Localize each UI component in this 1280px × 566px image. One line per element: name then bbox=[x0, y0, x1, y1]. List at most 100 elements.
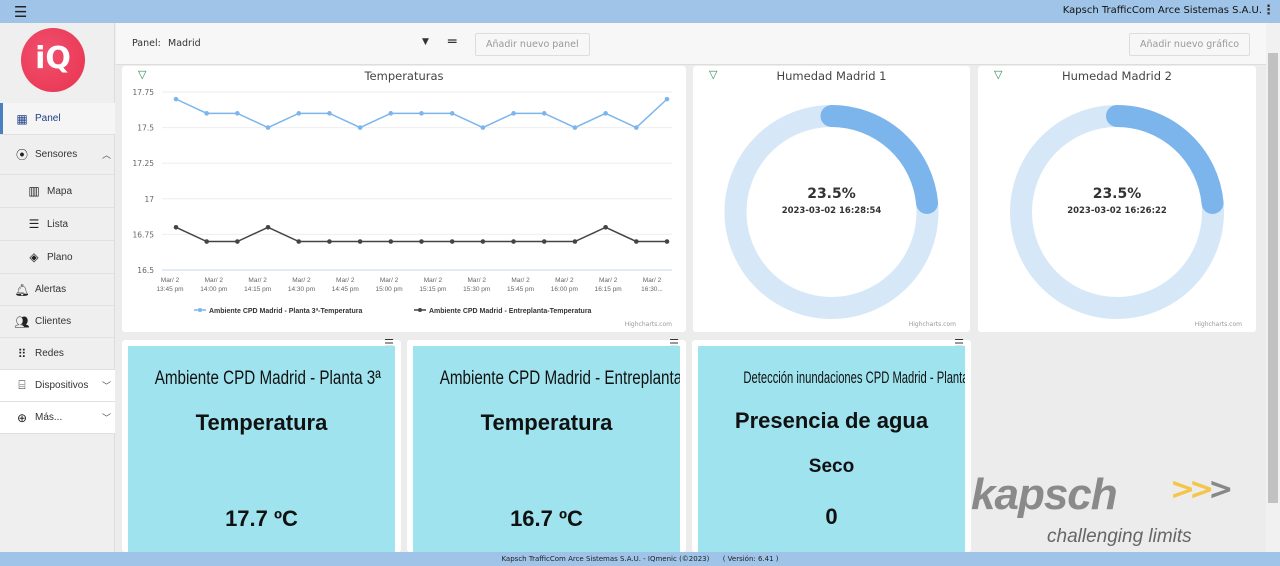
data-point bbox=[388, 111, 394, 116]
donut-gauge bbox=[724, 105, 939, 319]
sidebar-item-mas[interactable]: ⊕ Más... ﹀ bbox=[0, 402, 115, 434]
gauge-fill bbox=[820, 105, 939, 214]
tile-temperature-planta3: ☰ Ambiente CPD Madrid - Planta 3ª Temper… bbox=[122, 337, 401, 552]
x-tick-label: Mar/ 2 16:00 pm bbox=[551, 277, 578, 293]
tile-menu-icon[interactable]: ☰ bbox=[669, 337, 679, 350]
tile-title: Ambiente CPD Madrid - Planta 3ª bbox=[154, 368, 381, 389]
panel-toolbar: Panel: Madrid ▼ ═ Añadir nuevo panel Aña… bbox=[116, 23, 1266, 65]
x-tick-label: Mar/ 2 14:00 pm bbox=[200, 277, 227, 293]
data-point bbox=[480, 239, 486, 244]
tile-title: Detección inundaciones CPD Madrid - Plan… bbox=[743, 368, 965, 387]
panel-select[interactable]: Madrid bbox=[168, 38, 201, 49]
tile-menu-icon[interactable]: ☰ bbox=[384, 337, 394, 350]
sidebar-item-alertas[interactable]: 🔔︎ Alertas bbox=[0, 274, 115, 306]
sidebar-item-clientes[interactable]: 👥︎ Clientes bbox=[0, 306, 115, 338]
chart-credit: Highcharts.com bbox=[908, 321, 956, 328]
chart-credit: Highcharts.com bbox=[1194, 321, 1242, 328]
data-point bbox=[480, 125, 486, 130]
logo[interactable]: iQ bbox=[21, 28, 85, 92]
data-point bbox=[634, 239, 639, 244]
more-options-icon[interactable]: ⋮ bbox=[1262, 3, 1275, 18]
data-point bbox=[572, 239, 578, 244]
y-tick-label: 17.25 bbox=[133, 159, 155, 168]
data-point bbox=[296, 239, 302, 244]
sidebar-item-redes[interactable]: ⠿ Redes bbox=[0, 338, 115, 370]
add-panel-button[interactable]: Añadir nuevo panel bbox=[475, 33, 590, 56]
temperature-chart-card: ▽ Temperaturas 17.75 17.5 17.25 17 16.75 16.5… bbox=[122, 66, 686, 332]
gauge-card-1: ▽ Humedad Madrid 1 23.5% 2023-03-02 16:2… bbox=[693, 66, 970, 332]
gauge-value: 23.5% bbox=[1092, 186, 1142, 202]
filter-icon[interactable]: ▽ bbox=[138, 68, 147, 81]
sidebar-item-mapa[interactable]: ▥ Mapa bbox=[0, 175, 115, 208]
data-point bbox=[449, 111, 455, 116]
list-icon: ☰ bbox=[28, 217, 40, 231]
company-name: Kapsch TrafficCom Arce Sistemas S.A.U. bbox=[1062, 5, 1262, 16]
data-point bbox=[449, 239, 455, 244]
legend-marker bbox=[418, 308, 422, 312]
plus-circle-icon: ⊕ bbox=[16, 410, 28, 425]
data-point bbox=[419, 239, 424, 244]
tile-temperature-entreplanta: ☰ Ambiente CPD Madrid - Entreplanta Temp… bbox=[407, 337, 686, 552]
data-point bbox=[419, 111, 424, 116]
add-chart-button[interactable]: Añadir nuevo gráfico bbox=[1129, 33, 1251, 56]
x-tick-label: Mar/ 2 16:15 pm bbox=[595, 277, 622, 293]
x-tick-label: Mar/ 2 14:30 pm bbox=[288, 277, 315, 293]
data-point bbox=[235, 111, 240, 116]
grid-dots-icon: ⠿ bbox=[17, 346, 27, 361]
filter-icon[interactable]: ▽ bbox=[709, 68, 718, 81]
data-point bbox=[357, 125, 363, 130]
x-tick-label: Mar/ 2 15:00 pm bbox=[376, 277, 403, 293]
sidebar-item-sensores[interactable]: ⦿ Sensores ︿ bbox=[0, 135, 115, 175]
dashboard-icon: ▦ bbox=[16, 111, 28, 126]
chevron-down-icon: ﹀ bbox=[101, 413, 111, 423]
radio-target-icon: ⦿ bbox=[15, 148, 28, 162]
panel-label: Panel: bbox=[132, 38, 161, 49]
chart-credit: Highcharts.com bbox=[624, 321, 672, 328]
tile-metric: Temperatura bbox=[480, 410, 613, 435]
bell-icon: 🔔︎ bbox=[14, 282, 30, 297]
x-tick-label: Mar/ 2 15:15 pm bbox=[419, 277, 446, 293]
x-tick-label: Mar/ 2 14:45 pm bbox=[332, 277, 359, 293]
data-point bbox=[388, 239, 394, 244]
sidebar-item-lista[interactable]: ☰ Lista bbox=[0, 208, 115, 241]
data-point bbox=[511, 111, 516, 116]
data-point bbox=[204, 239, 209, 244]
scrollbar[interactable] bbox=[1266, 23, 1280, 552]
tile-title: Ambiente CPD Madrid - Entreplanta bbox=[439, 368, 680, 389]
sidebar-item-panel[interactable]: ▦ Panel bbox=[0, 103, 115, 135]
chevron-down-icon: ﹀ bbox=[101, 381, 111, 391]
hamburger-menu-icon[interactable]: ☰ bbox=[14, 3, 28, 21]
x-tick-label: Mar/ 2 15:45 pm bbox=[507, 277, 534, 293]
x-tick-label: Mar/ 2 13:45 pm bbox=[156, 277, 183, 293]
filter-icon[interactable]: ▽ bbox=[994, 68, 1003, 81]
y-tick-label: 16.75 bbox=[133, 230, 155, 239]
layers-icon: ◈ bbox=[29, 250, 39, 264]
data-point bbox=[634, 125, 639, 130]
gauge-timestamp: 2023-03-02 16:26:22 bbox=[1067, 206, 1167, 216]
gauge-title: Humedad Madrid 1 bbox=[776, 69, 887, 83]
x-tick-label: Mar/ 2 15:30 pm bbox=[463, 277, 490, 293]
gauge-card-2: ▽ Humedad Madrid 2 23.5% 2023-03-02 16:2… bbox=[978, 66, 1256, 332]
reorder-icon[interactable]: ═ bbox=[448, 34, 457, 50]
gauge-value: 23.5% bbox=[807, 186, 856, 202]
chart-title: Temperaturas bbox=[364, 69, 444, 83]
gauge-title: Humedad Madrid 2 bbox=[1062, 69, 1172, 83]
sidebar-item-plano[interactable]: ◈ Plano bbox=[0, 241, 115, 274]
legend-marker bbox=[198, 308, 202, 312]
tile-status: Seco bbox=[808, 456, 855, 477]
tile-menu-icon[interactable]: ☰ bbox=[954, 337, 964, 350]
data-point bbox=[296, 111, 302, 116]
people-icon: 👥︎ bbox=[14, 314, 30, 329]
tile-metric: Presencia de agua bbox=[734, 408, 929, 433]
data-point bbox=[265, 224, 271, 230]
sidebar-item-dispositivos[interactable]: ⌸ Dispositivos ﹀ bbox=[0, 370, 115, 402]
tile-value: 17.7 ºC bbox=[225, 506, 298, 531]
kapsch-logo: kapsch >>> challenging limits bbox=[971, 470, 1233, 547]
y-tick-label: 17.5 bbox=[137, 124, 154, 133]
dropdown-caret-icon[interactable]: ▼ bbox=[422, 37, 429, 47]
data-point bbox=[204, 111, 209, 116]
legend-label: Ambiente CPD Madrid - Entreplanta-Temper… bbox=[429, 308, 592, 315]
data-point bbox=[603, 111, 608, 116]
tile-metric: Temperatura bbox=[195, 410, 328, 435]
data-point bbox=[541, 111, 547, 116]
